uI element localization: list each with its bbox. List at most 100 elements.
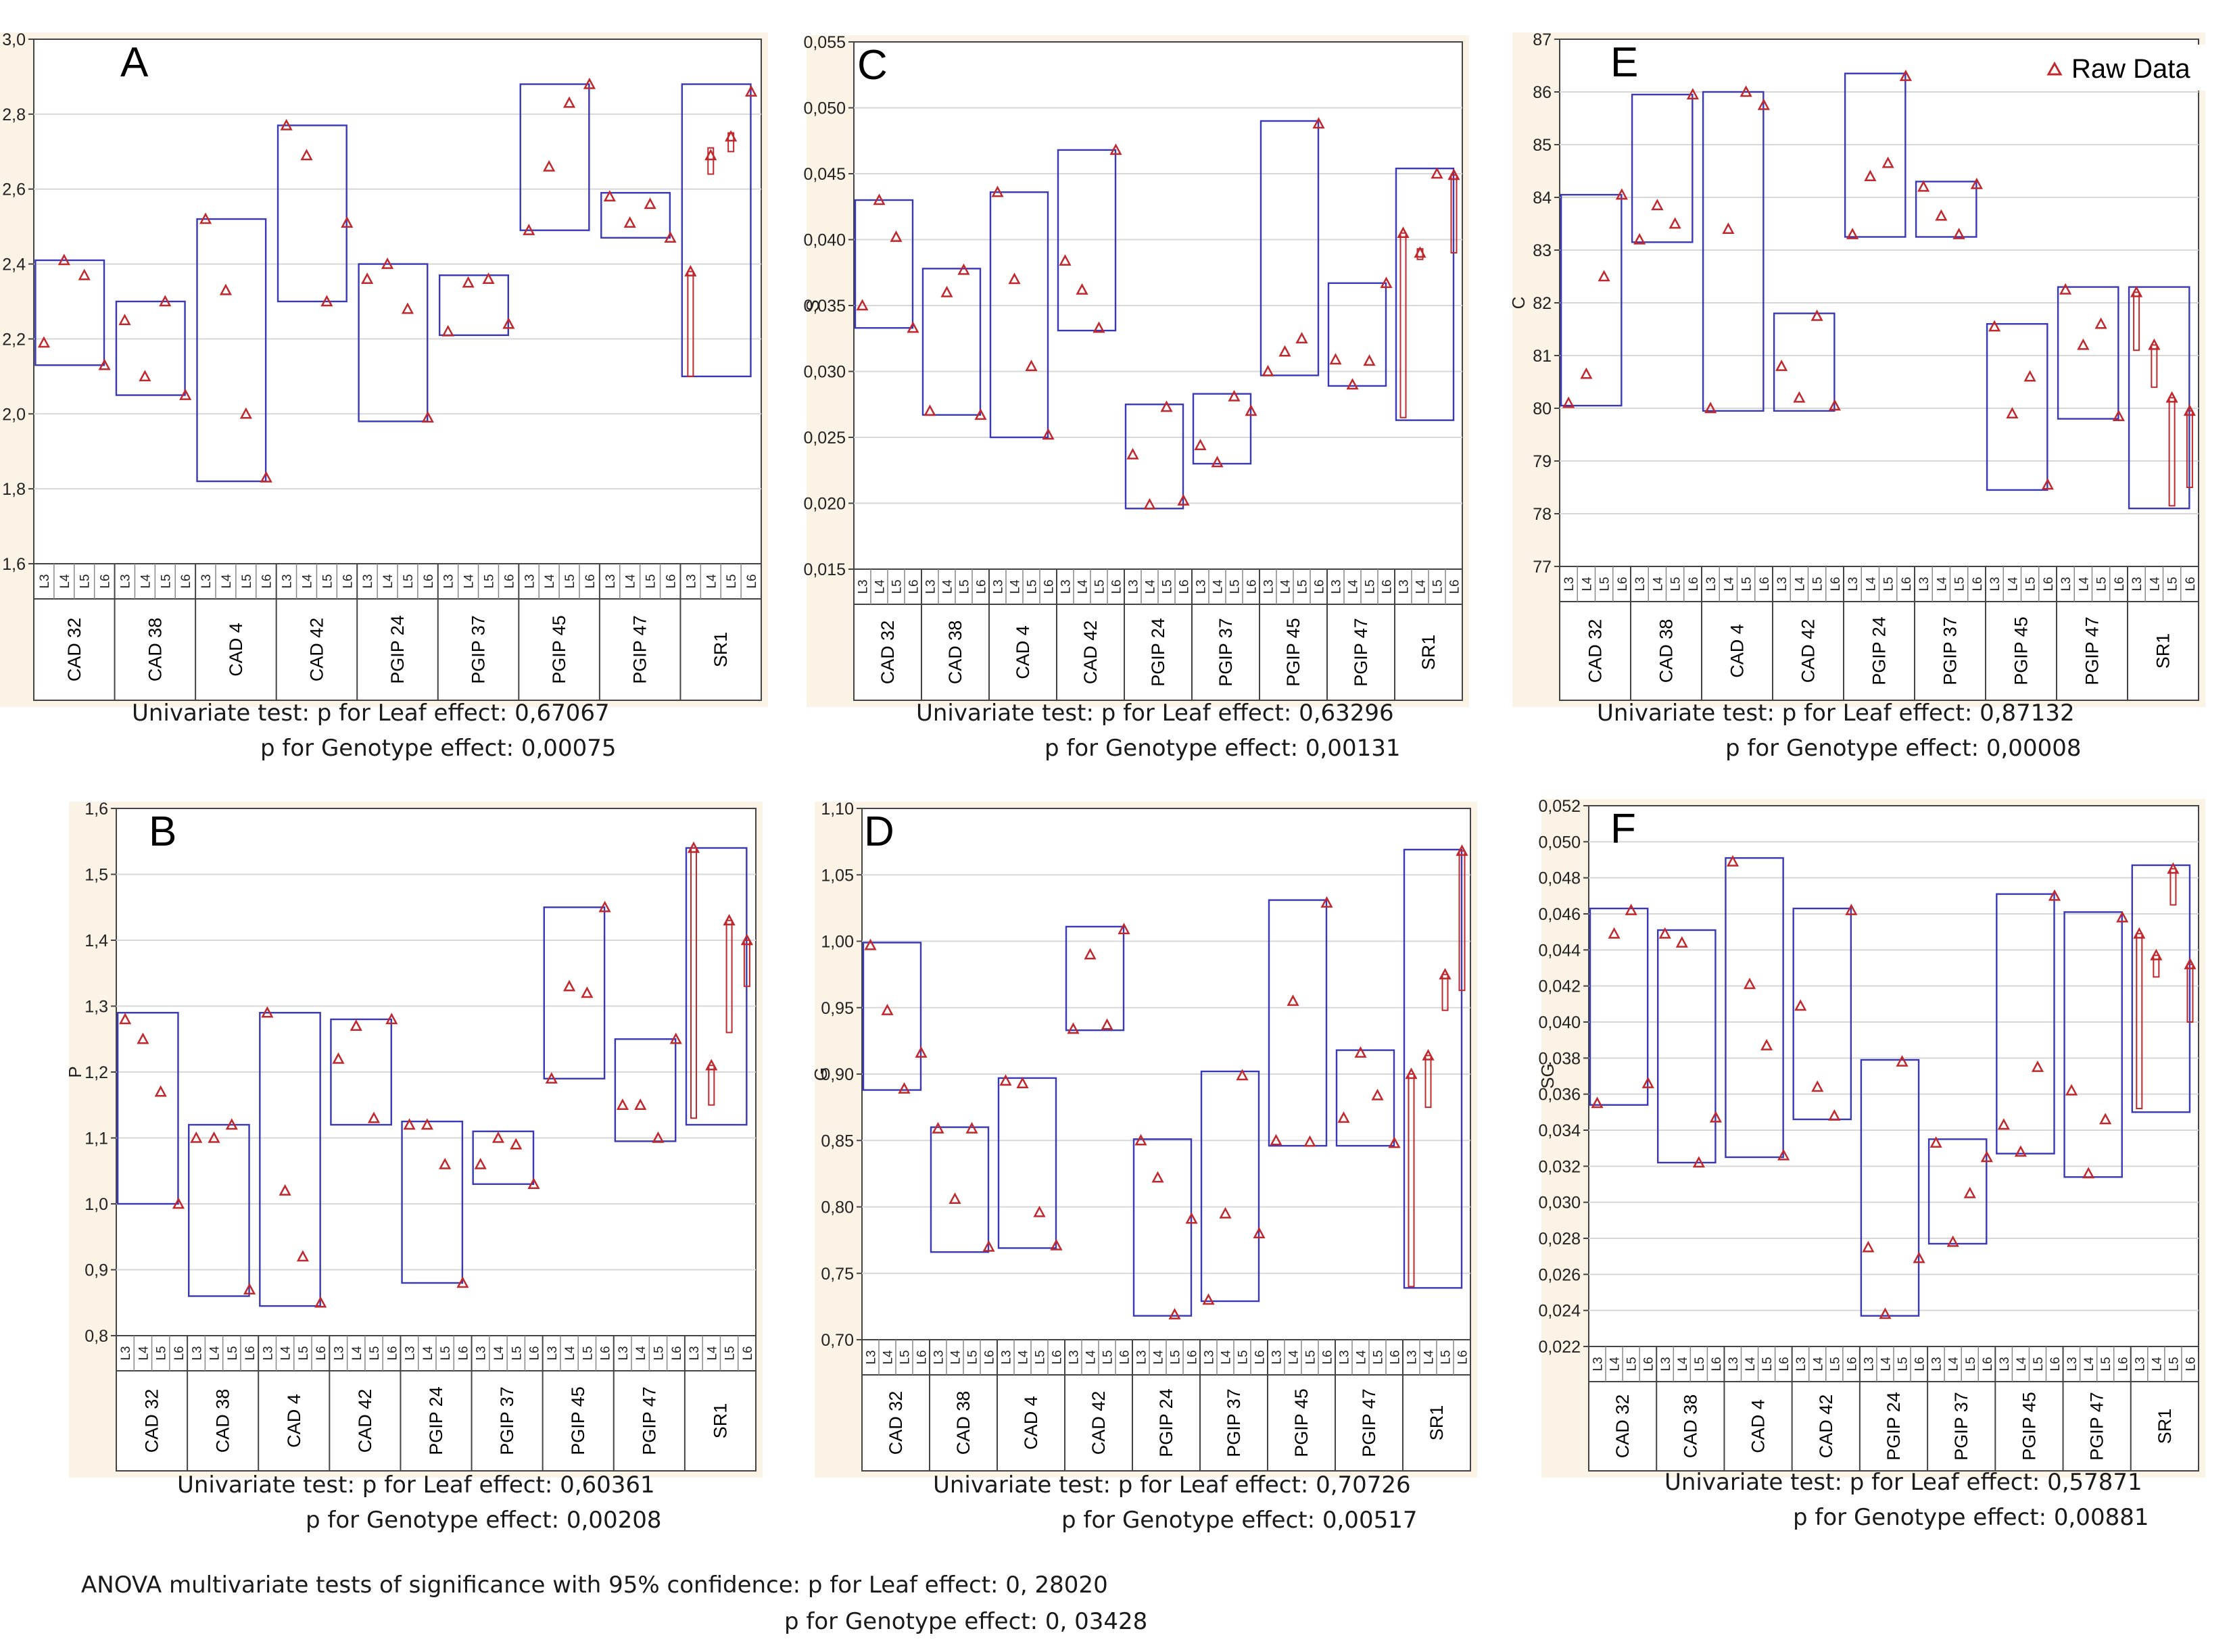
raw-data-point bbox=[381, 257, 394, 269]
raw-data-point bbox=[78, 268, 91, 281]
y-tick-label: 79 bbox=[1533, 452, 1552, 471]
raw-data-point bbox=[1952, 227, 1965, 239]
range-box bbox=[1395, 167, 1455, 421]
leaf-label: L3 bbox=[1704, 577, 1719, 591]
leaf-label: L3 bbox=[1406, 1350, 1420, 1364]
raw-data-point bbox=[1211, 456, 1224, 468]
y-tick-label: 0,015 bbox=[803, 560, 846, 579]
raw-data-point bbox=[1641, 1077, 1654, 1088]
leaf-label: L3 bbox=[1917, 577, 1932, 591]
raw-data-point bbox=[1168, 1308, 1181, 1319]
leaf-label: L4 bbox=[1287, 1350, 1301, 1365]
y-tick-label: 0,050 bbox=[1538, 833, 1581, 852]
range-box bbox=[681, 83, 752, 378]
range-box bbox=[1792, 907, 1852, 1121]
raw-data-point bbox=[1228, 389, 1241, 402]
leaf-label: L5 bbox=[78, 574, 93, 588]
y-tick-label: 1,6 bbox=[85, 800, 108, 819]
range-box bbox=[1132, 1138, 1193, 1317]
raw-data-point bbox=[456, 1276, 469, 1288]
leaf-label: L4 bbox=[1347, 579, 1361, 594]
leaf-label: L4 bbox=[1608, 1357, 1623, 1371]
leaf-label: L4 bbox=[220, 574, 234, 589]
y-tick-label: 84 bbox=[1533, 189, 1552, 208]
raw-data-point bbox=[1059, 254, 1072, 266]
raw-data-point bbox=[190, 1131, 203, 1143]
error-bar bbox=[687, 270, 694, 377]
range-box bbox=[115, 300, 186, 396]
y-tick-label: 83 bbox=[1533, 241, 1552, 260]
raw-data-point bbox=[873, 193, 886, 205]
raw-data-point bbox=[1669, 217, 1681, 229]
genotype-label: CAD 32 bbox=[886, 1391, 906, 1455]
leaf-label: L5 bbox=[725, 574, 739, 588]
raw-data-point bbox=[462, 276, 475, 288]
leaf-label: L5 bbox=[159, 574, 173, 588]
range-box bbox=[1860, 1059, 1920, 1317]
range-box bbox=[2057, 286, 2119, 420]
raw-data-point bbox=[502, 317, 515, 329]
leaf-label: L4 bbox=[350, 1346, 364, 1361]
leaf-label: L3 bbox=[1846, 577, 1861, 591]
leaf-label: L4 bbox=[1811, 1357, 1825, 1371]
genotype-label: SR1 bbox=[1418, 635, 1439, 671]
range-box bbox=[358, 263, 429, 422]
leaf-label: L6 bbox=[2113, 577, 2127, 591]
leaf-label: L4 bbox=[1076, 579, 1090, 594]
leaf-label: L5 bbox=[898, 1350, 913, 1364]
leaf-label: L6 bbox=[1845, 1357, 1859, 1371]
y-tick-label: 0,8 bbox=[85, 1327, 108, 1346]
range-box bbox=[1915, 180, 1977, 238]
leaf-label: L4 bbox=[1009, 579, 1023, 594]
raw-data-point bbox=[616, 1098, 629, 1110]
raw-data-point bbox=[1896, 1055, 1909, 1067]
genotype-label: PGIP 47 bbox=[1351, 618, 1371, 687]
error-bar bbox=[743, 940, 750, 988]
raw-data-point bbox=[296, 1250, 310, 1262]
leaf-label: L4 bbox=[941, 579, 955, 594]
raw-data-point bbox=[1692, 1156, 1705, 1168]
raw-data-point bbox=[881, 1004, 894, 1015]
leaf-label: L5 bbox=[320, 574, 335, 588]
raw-data-point bbox=[403, 1118, 416, 1130]
genotype-label: PGIP 45 bbox=[1291, 1388, 1312, 1457]
raw-data-point bbox=[1143, 497, 1156, 510]
raw-data-point bbox=[98, 358, 111, 370]
y-tick-label: 80 bbox=[1533, 399, 1552, 418]
raw-data-point bbox=[2014, 1145, 2028, 1157]
leaf-label: L4 bbox=[563, 1346, 577, 1361]
leaf-label: L3 bbox=[1059, 579, 1074, 593]
y-tick-label: 0,044 bbox=[1538, 941, 1581, 960]
raw-data-point bbox=[1431, 167, 1443, 179]
leaf-label: L6 bbox=[1448, 579, 1462, 593]
raw-data-point bbox=[603, 190, 616, 202]
leaf-label: L5 bbox=[958, 579, 972, 593]
leaf-label: L4 bbox=[279, 1346, 293, 1361]
raw-data-point bbox=[1846, 227, 1859, 239]
leaf-label: L6 bbox=[1710, 1357, 1724, 1371]
leaf-label: L3 bbox=[1127, 579, 1141, 593]
leaf-label: L5 bbox=[1161, 579, 1175, 593]
leaf-label: L3 bbox=[442, 574, 456, 588]
range-box bbox=[1927, 1138, 1988, 1245]
leaf-label: L4 bbox=[2015, 1357, 2029, 1371]
genotype-label: CAD 32 bbox=[64, 618, 85, 682]
genotype-label: PGIP 47 bbox=[630, 615, 650, 684]
raw-data-point bbox=[154, 1085, 167, 1097]
leaf-label: L5 bbox=[1431, 579, 1445, 593]
leaf-label: L5 bbox=[2167, 1357, 2181, 1371]
raw-data-point bbox=[2059, 283, 2072, 295]
raw-data-point bbox=[664, 231, 677, 243]
leaf-label: L5 bbox=[1669, 577, 1683, 591]
genotype-label: CAD 42 bbox=[1798, 619, 1819, 683]
raw-data-point bbox=[2094, 317, 2107, 329]
range-box bbox=[543, 906, 606, 1079]
leaf-label: L4 bbox=[1084, 1350, 1099, 1365]
y-axis-label: G bbox=[811, 1067, 831, 1081]
univariate-genotype-text: p for Genotype effect: 0,00075 bbox=[260, 735, 616, 762]
leaf-label: L6 bbox=[172, 1346, 187, 1360]
raw-data-point bbox=[999, 1074, 1012, 1086]
raw-data-point bbox=[1414, 246, 1426, 258]
raw-data-point bbox=[583, 77, 596, 89]
